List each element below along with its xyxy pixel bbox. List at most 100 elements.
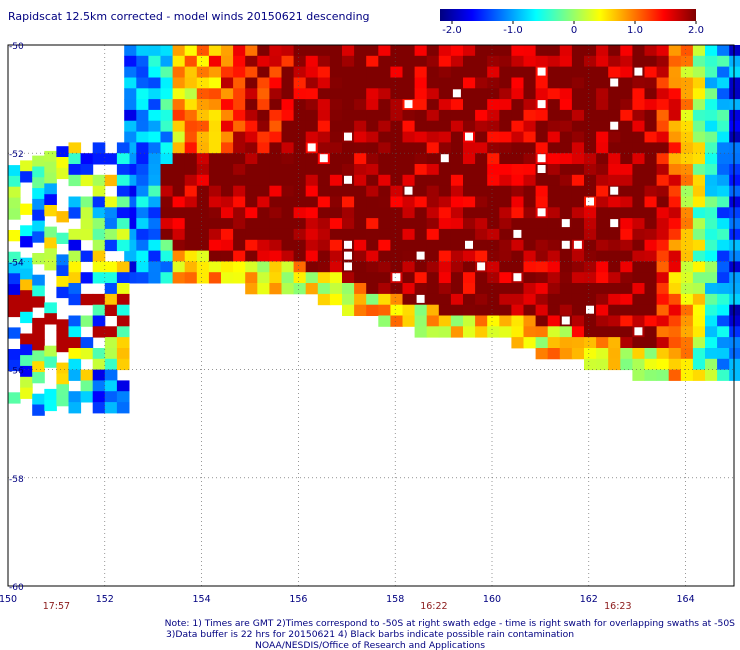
heatmap-cell [559, 185, 573, 197]
heatmap-cell [32, 274, 45, 286]
heatmap-cell [269, 196, 282, 208]
heatmap-cell [293, 218, 307, 230]
heatmap-cell [547, 218, 561, 230]
heatmap-cell [160, 164, 174, 176]
heatmap-cell [317, 55, 331, 68]
missing-cell [392, 273, 401, 282]
heatmap-cell [608, 66, 621, 78]
heatmap-cell [547, 228, 561, 241]
heatmap-cell [584, 315, 597, 327]
heatmap-cell [221, 207, 234, 219]
heatmap-cell [705, 88, 718, 100]
heatmap-cell [705, 283, 718, 295]
heatmap-cell [136, 218, 149, 230]
x-tick-label: 156 [289, 594, 307, 605]
missing-cell [586, 197, 594, 206]
heatmap-cell [293, 196, 307, 208]
heatmap-cell [56, 384, 69, 396]
heatmap-cell [535, 120, 549, 132]
heatmap-cell [305, 272, 319, 284]
heatmap-cell [44, 388, 57, 401]
heatmap-cell [317, 228, 331, 241]
heatmap-cell [56, 254, 69, 266]
heatmap-cell [366, 174, 379, 187]
missing-cell [404, 186, 413, 195]
heatmap-cell [104, 337, 118, 349]
heatmap-cell [281, 77, 295, 89]
heatmap-cell [414, 153, 428, 165]
heatmap-cell [160, 207, 174, 219]
heatmap-cell [499, 196, 512, 208]
heatmap-cell [620, 239, 633, 252]
heatmap-cell [269, 45, 282, 57]
heatmap-cell [644, 261, 658, 273]
heatmap-cell [559, 337, 573, 349]
heatmap-cell [559, 164, 573, 176]
heatmap-cell [644, 250, 658, 262]
heatmap-cell [656, 239, 670, 252]
heatmap-cell [293, 109, 307, 122]
heatmap-cell [620, 153, 633, 165]
heatmap-cell [463, 153, 476, 165]
missing-cell [610, 219, 619, 228]
heatmap-cell [160, 77, 174, 89]
heatmap-cell [80, 369, 94, 381]
heatmap-cell [172, 88, 186, 100]
heatmap-cell [499, 304, 512, 316]
heatmap-cell [705, 109, 718, 122]
heatmap-cell [8, 273, 21, 285]
heatmap-cell [608, 304, 621, 316]
heatmap-cell [329, 250, 343, 262]
heatmap-cell [571, 218, 585, 230]
heatmap-cell [293, 250, 307, 262]
heatmap-cell [80, 380, 94, 392]
heatmap-cell [620, 293, 633, 306]
heatmap-cell [511, 164, 524, 176]
missing-cell [610, 78, 619, 87]
heatmap-cell [511, 77, 524, 89]
heatmap-cell [632, 207, 645, 219]
heatmap-cell [20, 160, 33, 172]
heatmap-cell [632, 250, 645, 262]
heatmap-cell [269, 55, 282, 68]
heatmap-cell [92, 358, 106, 371]
heatmap-cell [584, 218, 597, 230]
heatmap-cell [124, 88, 137, 100]
heatmap-cell [596, 196, 609, 208]
heatmap-cell [463, 283, 476, 295]
heatmap-cell [378, 131, 391, 143]
heatmap-cell [475, 239, 488, 252]
heatmap-cell [571, 348, 585, 360]
heatmap-cell [56, 167, 69, 180]
heatmap-cell [148, 153, 161, 165]
heatmap-cell [317, 109, 331, 122]
heatmap-cell [233, 99, 246, 111]
heatmap-cell [463, 77, 476, 89]
heatmap-cell [668, 250, 682, 262]
heatmap-cell [317, 164, 331, 176]
heatmap-cell [56, 362, 69, 374]
missing-cell [513, 273, 522, 282]
heatmap-cell [523, 77, 537, 89]
heatmap-cell [450, 228, 464, 241]
heatmap-cell [692, 250, 706, 262]
heatmap-cell [329, 293, 343, 306]
heatmap-cell [32, 393, 45, 405]
heatmap-cell [68, 369, 82, 381]
heatmap-cell [438, 174, 452, 187]
missing-cell [452, 89, 461, 98]
heatmap-cell [124, 66, 137, 78]
heatmap-cell [450, 164, 464, 176]
heatmap-cell [160, 109, 174, 122]
heatmap-cell [511, 218, 524, 230]
heatmap-cell [245, 153, 258, 165]
heatmap-cell [221, 77, 234, 89]
heatmap-cell [656, 272, 670, 284]
heatmap-cell [426, 293, 440, 306]
y-tick-label: -56 [9, 367, 24, 377]
heatmap-cell [116, 185, 130, 197]
heatmap-cell [475, 250, 488, 262]
heatmap-cell [499, 218, 512, 230]
heatmap-cell [571, 250, 585, 262]
heatmap-cell [535, 185, 549, 197]
